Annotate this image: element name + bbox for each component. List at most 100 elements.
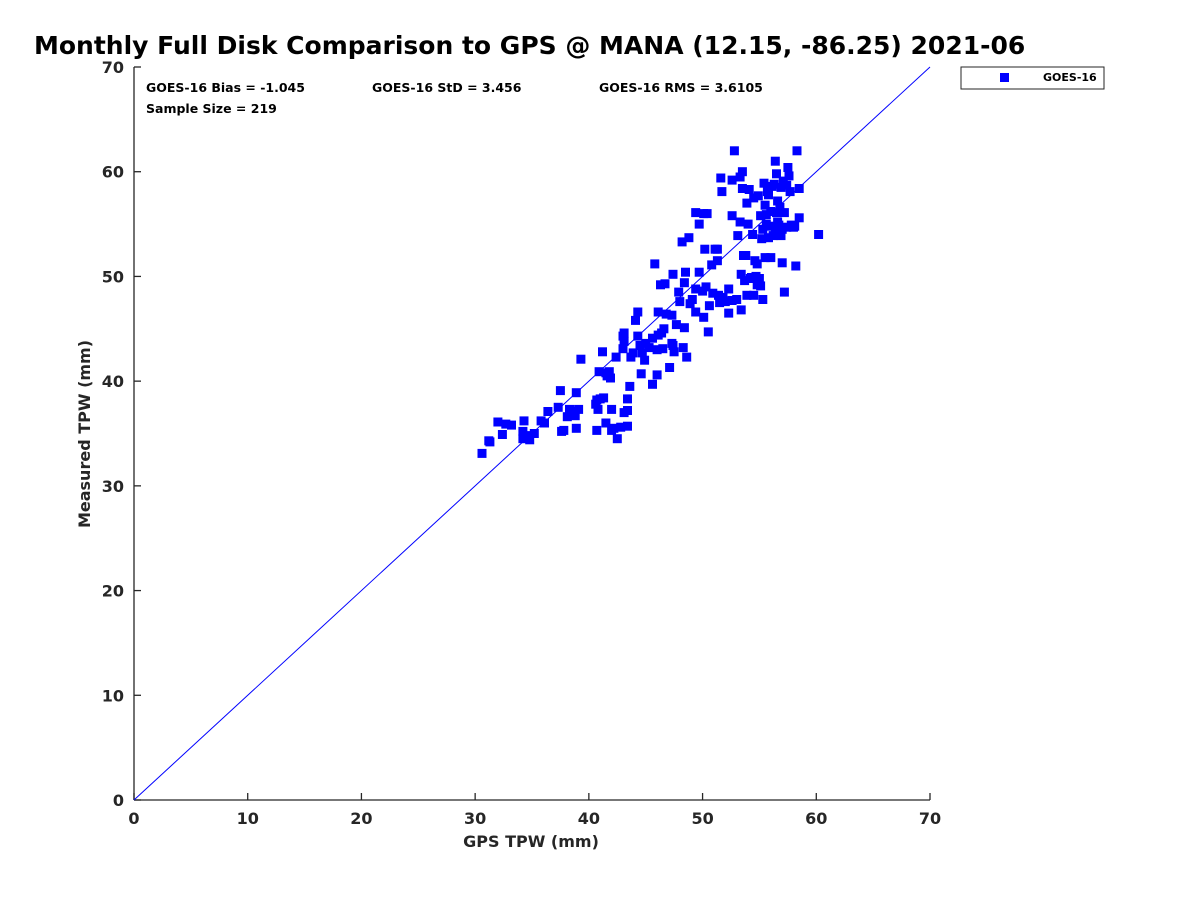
data-point bbox=[694, 267, 704, 277]
data-point bbox=[497, 430, 507, 439]
data-point bbox=[574, 404, 584, 414]
data-point bbox=[677, 237, 687, 247]
data-point bbox=[507, 420, 516, 430]
data-point bbox=[501, 419, 511, 429]
data-point bbox=[648, 333, 657, 343]
data-point bbox=[540, 418, 549, 428]
data-point bbox=[636, 369, 646, 379]
data-point bbox=[637, 348, 647, 358]
legend-box bbox=[960, 66, 1105, 90]
data-point bbox=[729, 146, 739, 156]
data-point bbox=[571, 388, 581, 398]
data-point bbox=[754, 274, 764, 283]
data-point bbox=[715, 298, 725, 308]
data-point bbox=[790, 221, 800, 231]
y-tick-label: 40 bbox=[102, 372, 124, 391]
data-point bbox=[720, 297, 730, 307]
data-point bbox=[735, 217, 745, 227]
data-point bbox=[758, 224, 768, 234]
data-point bbox=[777, 258, 787, 268]
data-point bbox=[760, 200, 770, 210]
data-point bbox=[658, 344, 668, 354]
data-point bbox=[555, 386, 565, 396]
x-tick-label: 0 bbox=[128, 809, 139, 828]
y-tick-label: 70 bbox=[102, 58, 124, 77]
data-point bbox=[691, 208, 701, 218]
data-point bbox=[757, 234, 767, 244]
data-point bbox=[707, 260, 717, 270]
data-point bbox=[684, 233, 694, 243]
data-point bbox=[631, 315, 640, 325]
data-point bbox=[570, 411, 580, 421]
data-point bbox=[687, 295, 697, 304]
legend-label-goes16: GOES-16 bbox=[1043, 71, 1097, 84]
data-point bbox=[671, 320, 681, 330]
data-point bbox=[769, 179, 779, 189]
data-point bbox=[782, 180, 792, 190]
data-point bbox=[756, 281, 766, 291]
data-point bbox=[668, 341, 678, 350]
data-point bbox=[571, 423, 581, 433]
data-point bbox=[653, 307, 663, 317]
data-point bbox=[752, 259, 762, 269]
data-point bbox=[772, 169, 781, 179]
data-point bbox=[553, 402, 563, 412]
data-point bbox=[704, 301, 714, 311]
data-point bbox=[766, 253, 776, 263]
data-point bbox=[753, 191, 763, 201]
series-goes16-points bbox=[477, 146, 824, 458]
data-point bbox=[619, 336, 629, 346]
data-point bbox=[712, 244, 722, 254]
data-point bbox=[644, 343, 654, 353]
data-point bbox=[699, 312, 709, 322]
data-point bbox=[727, 296, 737, 305]
data-point bbox=[598, 347, 607, 357]
data-point bbox=[635, 341, 645, 350]
data-point bbox=[741, 251, 751, 260]
std-stat: GOES-16 StD = 3.456 bbox=[372, 80, 522, 95]
data-point bbox=[612, 434, 622, 444]
data-point bbox=[760, 253, 770, 263]
data-point bbox=[682, 352, 692, 362]
data-point bbox=[543, 407, 553, 416]
data-point bbox=[611, 352, 621, 362]
data-point bbox=[749, 290, 759, 300]
data-point bbox=[703, 327, 713, 337]
data-point bbox=[712, 256, 722, 266]
legend-marker-square-icon bbox=[1000, 73, 1009, 82]
data-point bbox=[679, 278, 689, 288]
chart-title: Monthly Full Disk Comparison to GPS @ MA… bbox=[34, 31, 1025, 60]
data-point bbox=[716, 173, 726, 183]
data-point bbox=[732, 295, 742, 304]
data-point bbox=[764, 233, 773, 243]
data-point bbox=[737, 167, 747, 177]
data-point bbox=[660, 279, 670, 289]
data-point bbox=[735, 172, 745, 182]
data-point bbox=[625, 381, 635, 391]
data-point bbox=[519, 416, 529, 426]
data-point bbox=[606, 373, 615, 383]
data-point bbox=[681, 267, 690, 277]
data-point bbox=[717, 187, 727, 197]
data-point bbox=[784, 171, 794, 181]
data-point bbox=[667, 310, 677, 320]
data-point bbox=[748, 230, 758, 239]
data-point bbox=[736, 305, 746, 315]
y-axis-ticks: 0 10 20 30 40 50 60 70 bbox=[102, 58, 141, 810]
data-point bbox=[770, 156, 780, 166]
data-point bbox=[609, 423, 619, 433]
data-point bbox=[619, 328, 629, 338]
data-point bbox=[772, 208, 781, 218]
data-point bbox=[650, 259, 660, 269]
data-point bbox=[766, 207, 776, 216]
data-point bbox=[559, 425, 569, 435]
data-point bbox=[607, 404, 617, 414]
data-point bbox=[691, 284, 701, 294]
y-tick-label: 60 bbox=[102, 163, 124, 182]
bias-stat: GOES-16 Bias = -1.045 bbox=[146, 80, 305, 95]
data-point bbox=[694, 219, 704, 229]
data-point bbox=[792, 146, 802, 156]
data-point bbox=[742, 290, 752, 300]
data-point bbox=[668, 269, 678, 279]
